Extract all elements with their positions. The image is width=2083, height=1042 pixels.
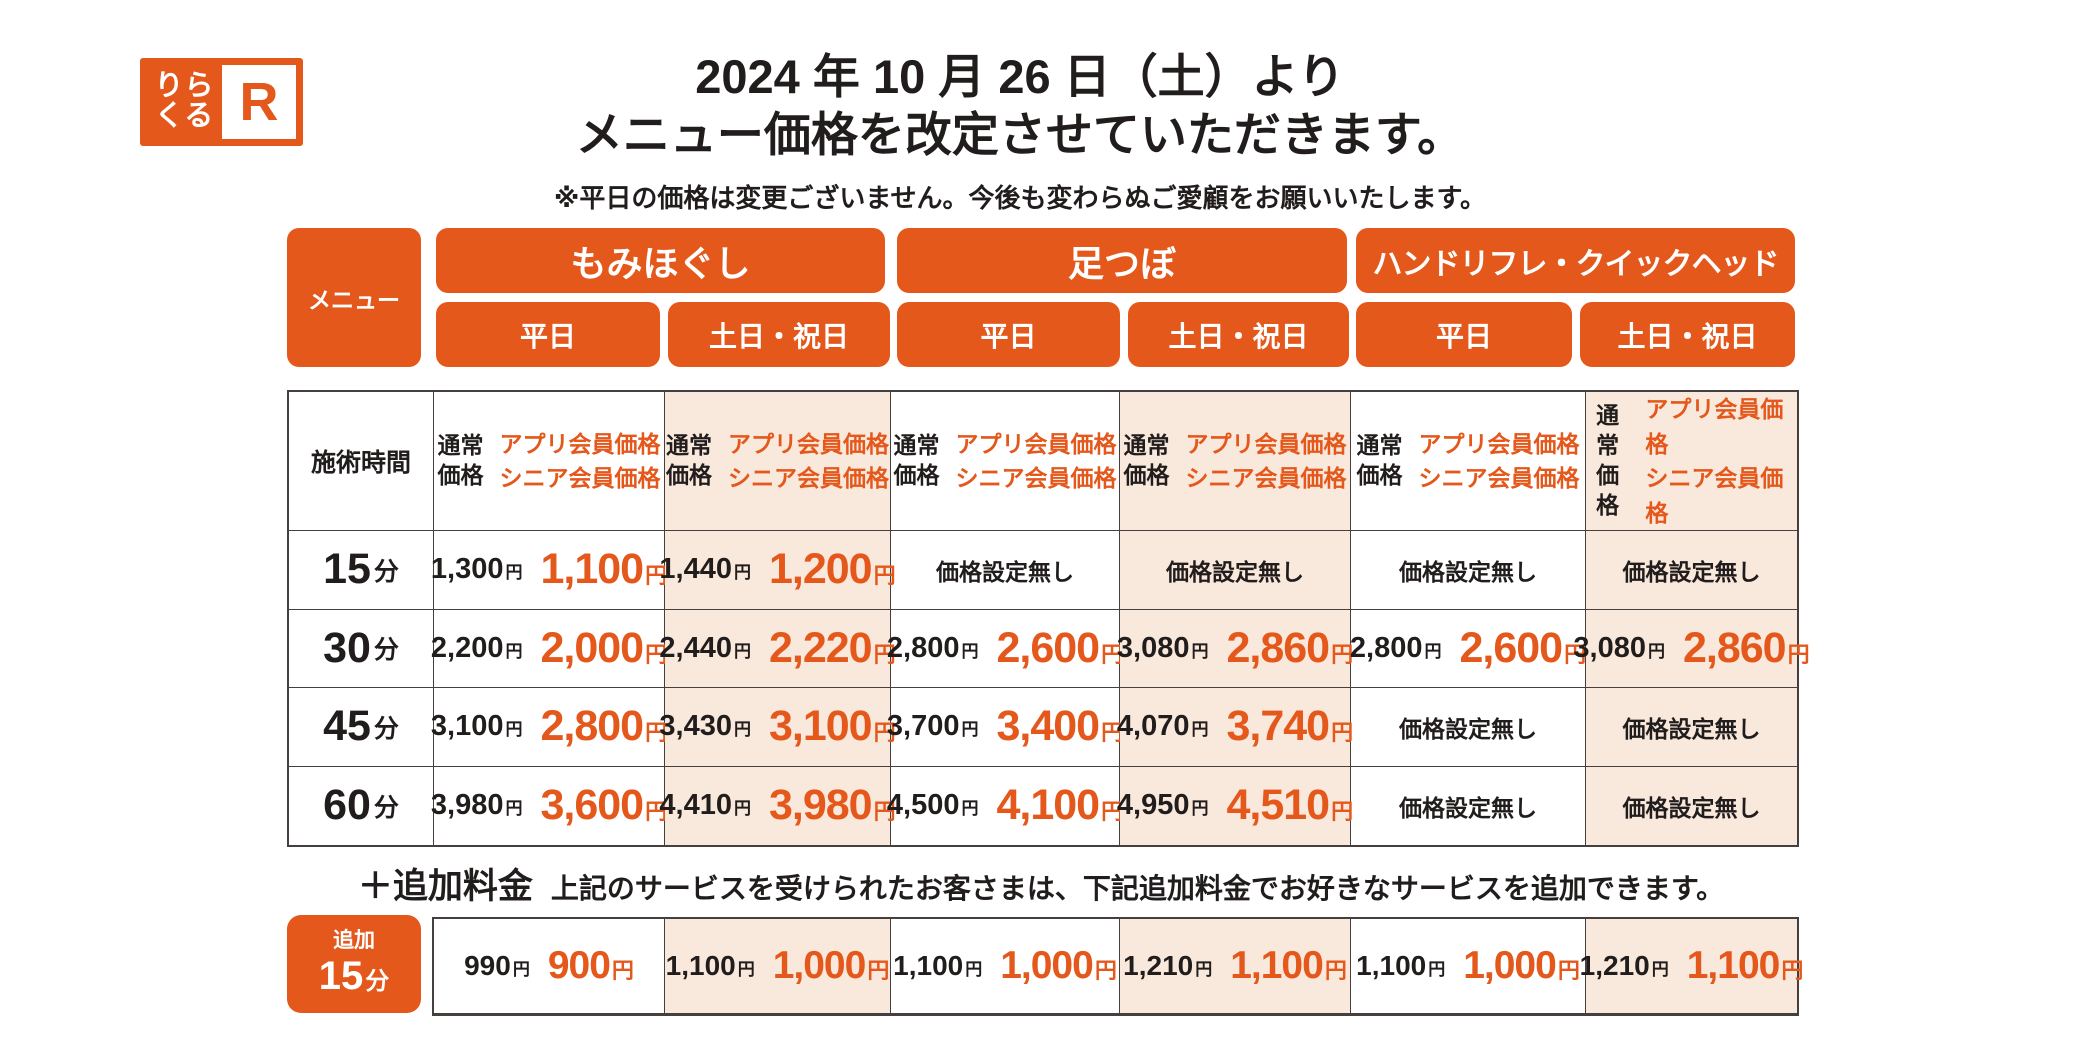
price-cell: 3,080 円 2,860円 <box>1117 609 1353 688</box>
day-header-ashitsubo-weekend: 土日・祝日 <box>1128 302 1349 367</box>
logo-r-mark: R <box>222 65 296 139</box>
menu-header: メニュー <box>287 228 421 367</box>
price-table: 施術時間 通常価格 アプリ会員価格 シニア会員価格 通常価格 アプリ会員価格 シ… <box>287 390 1810 847</box>
member-price-labels: アプリ会員価格 シニア会員価格 <box>500 427 661 496</box>
day-header-momihogushi-weekend: 土日・祝日 <box>668 302 890 367</box>
price-cell: 3,080 円 2,860円 <box>1573 609 1810 688</box>
senior-member-price-label: シニア会員価格 <box>499 465 661 491</box>
r-icon: R <box>239 72 279 132</box>
price-legend-cell: 通常価格 アプリ会員価格 シニア会員価格 <box>1351 392 1586 531</box>
normal-price-label: 通常価格 <box>437 432 484 488</box>
time-cell-45min: 45 分 <box>289 688 434 767</box>
no-price-cell: 価格設定無し <box>891 531 1120 610</box>
time-cell-60min: 60 分 <box>289 766 434 845</box>
no-price-cell: 価格設定無し <box>1586 688 1797 767</box>
price-cell: 2,800 円 2,600円 <box>887 609 1123 688</box>
time-cell-30min: 30 分 <box>289 609 434 688</box>
rirakuru-logo: りら くる R <box>140 58 303 146</box>
price-cell: 1,440 円 1,200円 <box>659 531 896 610</box>
logo-text: りら くる <box>147 72 222 131</box>
price-cell: 990 円 900円 <box>434 919 665 1014</box>
addon-heading-title: ＋追加料金 <box>357 867 533 906</box>
addon-time: 15分 <box>318 954 390 999</box>
price-cell: 2,200 円 2,000円 <box>431 609 667 688</box>
addon-heading: ＋追加料金 上記のサービスを受けられたお客さまは、下記追加料金でお好きなサービスを… <box>287 858 1795 909</box>
day-header-handrefle-weekday: 平日 <box>1356 302 1572 367</box>
no-price-cell: 価格設定無し <box>1351 531 1586 610</box>
price-cell: 1,210 円 1,100円 <box>1580 919 1803 1014</box>
no-price-cell: 価格設定無し <box>1120 531 1351 610</box>
price-legend-cell: 通常価格 アプリ会員価格 シニア会員価格 <box>434 392 665 531</box>
no-price-cell: 価格設定無し <box>1586 766 1797 845</box>
addon-15min-header: 追加 15分 <box>287 915 421 1013</box>
price-cell: 4,410 円 3,980円 <box>659 766 896 845</box>
time-cell-15min: 15 分 <box>289 531 434 610</box>
price-cell: 1,100 円 1,000円 <box>891 919 1120 1014</box>
price-legend-cell: 通常価格 アプリ会員価格 シニア会員価格 <box>1586 392 1797 531</box>
price-cell: 3,980 円 3,600円 <box>431 766 667 845</box>
weekday-note: ※平日の価格は変更ございません。今後も変わらぬご愛顧をお願いいたします。 <box>554 183 1486 213</box>
app-member-price-label: アプリ会員価格 <box>499 430 661 457</box>
addon-heading-text: 上記のサービスを受けられたお客さまは、下記追加料金でお好きなサービスを追加できま… <box>550 873 1725 904</box>
title-line1: 2024 年 10 月 26 日（土）より <box>695 50 1345 103</box>
yen-suffix: 円 <box>645 563 668 589</box>
page-title: 2024 年 10 月 26 日（土）より メニュー価格を改定させていただきます… <box>240 48 1800 165</box>
category-handrefle-quickhead: ハンドリフレ・クイックヘッド <box>1356 228 1795 293</box>
price-cell: 3,100 円 2,800円 <box>431 688 667 767</box>
day-header-handrefle-weekend: 土日・祝日 <box>1580 302 1795 367</box>
day-header-momihogushi-weekday: 平日 <box>436 302 660 367</box>
logo-text-line1: りら <box>154 70 215 103</box>
price-cell: 1,300 円 1,100円 <box>430 531 668 610</box>
normal-price-value: 1,300 <box>430 553 504 586</box>
member-price-value: 1,100 <box>540 545 644 594</box>
title-line2: メニュー価格を改定させていただきます。 <box>575 108 1465 162</box>
treatment-time-header: 施術時間 <box>289 392 434 531</box>
price-cell: 3,430 円 3,100円 <box>659 688 896 767</box>
no-price-cell: 価格設定無し <box>1351 688 1586 767</box>
price-cell: 4,070 円 3,740円 <box>1117 688 1353 767</box>
price-legend-cell: 通常価格 アプリ会員価格 シニア会員価格 <box>891 392 1120 531</box>
price-cell: 3,700 円 3,400円 <box>887 688 1123 767</box>
no-price-cell: 価格設定無し <box>1351 766 1586 845</box>
price-cell: 1,100 円 1,000円 <box>665 919 891 1014</box>
day-header-ashitsubo-weekday: 平日 <box>897 302 1120 367</box>
price-legend-cell: 通常価格 アプリ会員価格 シニア会員価格 <box>665 392 891 531</box>
no-price-cell: 価格設定無し <box>1586 531 1797 610</box>
price-cell: 1,210 円 1,100円 <box>1120 919 1351 1014</box>
addon-label: 追加 <box>333 928 375 952</box>
addon-price-table: 990 円 900円 1,100 円 1,000円 1,100 円 1,000円 1,… <box>432 917 1803 1016</box>
yen-suffix: 円 <box>505 563 523 583</box>
category-momihogushi: もみほぐし <box>436 228 885 293</box>
price-cell: 4,950 円 4,510円 <box>1117 766 1353 845</box>
category-ashitsubo: 足つぼ <box>897 228 1347 293</box>
price-cell: 4,500 円 4,100円 <box>887 766 1123 845</box>
price-cell: 2,800 円 2,600円 <box>1350 609 1586 688</box>
price-cell: 2,440 円 2,220円 <box>659 609 896 688</box>
logo-text-line2: くる <box>154 100 215 132</box>
price-legend-cell: 通常価格 アプリ会員価格 シニア会員価格 <box>1120 392 1351 531</box>
price-cell: 1,100 円 1,000円 <box>1351 919 1586 1014</box>
